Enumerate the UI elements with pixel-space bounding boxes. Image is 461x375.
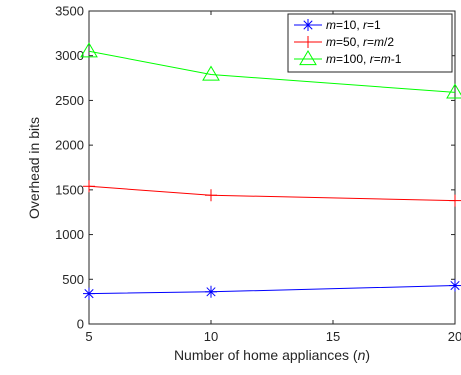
x-tick-label: 5 (85, 329, 92, 344)
legend-label-part: =100, (336, 52, 370, 66)
legend-label-part: m (326, 52, 336, 66)
y-axis-label: Overhead in bits (26, 117, 42, 219)
data-point-series-2 (449, 194, 461, 207)
x-axis-label: Number of home appliances (n) (174, 347, 370, 363)
data-point-series-1 (449, 279, 461, 292)
y-tick-label: 1500 (55, 182, 84, 197)
y-axis: 0 500 1000 1500 2000 2500 3000 3500 (55, 4, 455, 332)
legend-marker-2 (302, 36, 314, 48)
legend-label-part: =10, (336, 18, 363, 32)
legend-label-part: = (367, 35, 374, 49)
legend-label-part: /2 (384, 35, 394, 49)
legend-box (287, 13, 453, 73)
legend-label-part: m (381, 52, 391, 66)
legend-label-part: r (363, 35, 368, 49)
x-tick-label: 20 (448, 329, 461, 344)
legend-marker-3 (299, 50, 317, 66)
series-markers (80, 42, 461, 300)
legend-label-1: m=10, r=1 (326, 18, 381, 32)
series-line-3 (88, 50, 456, 93)
legend-marker-1 (302, 19, 314, 31)
y-tick-label: 500 (62, 272, 84, 287)
y-tick-label: 3500 (55, 4, 84, 19)
y-tick-label: 2000 (55, 138, 84, 153)
legend-label-part: m (374, 35, 384, 49)
legend-label-part: m (326, 18, 336, 32)
x-tick-label: 15 (326, 329, 340, 344)
legend-label-part: =1 (367, 18, 381, 32)
data-point-series-1 (83, 287, 95, 300)
legend-label-part: =50, (336, 35, 363, 49)
y-tick-label: 1000 (55, 227, 84, 242)
legend-label-part: r (363, 18, 368, 32)
data-point-series-3 (446, 83, 461, 99)
legend-label-part: m (326, 35, 336, 49)
legend-label-part: -1 (391, 52, 402, 66)
x-axis: 5 10 15 20 (85, 11, 461, 344)
data-point-series-3 (202, 65, 220, 81)
y-tick-label: 3000 (55, 48, 84, 63)
data-point-series-1 (205, 285, 217, 298)
legend-label-2: m=50, r=m/2 (326, 35, 394, 49)
y-tick-label: 0 (77, 317, 84, 332)
data-point-series-2 (205, 189, 217, 202)
legend-label-3: m=100, r=m-1 (326, 52, 402, 66)
x-tick-label: 10 (204, 329, 218, 344)
data-point-series-2 (83, 180, 95, 193)
data-point-series-3 (80, 42, 98, 58)
y-tick-label: 2500 (55, 93, 84, 108)
legend-label-part: = (374, 52, 381, 66)
legend-label-part: r (370, 52, 375, 66)
legend: m=10, r=1m=50, r=m/2m=100, r=m-1 (287, 13, 453, 73)
